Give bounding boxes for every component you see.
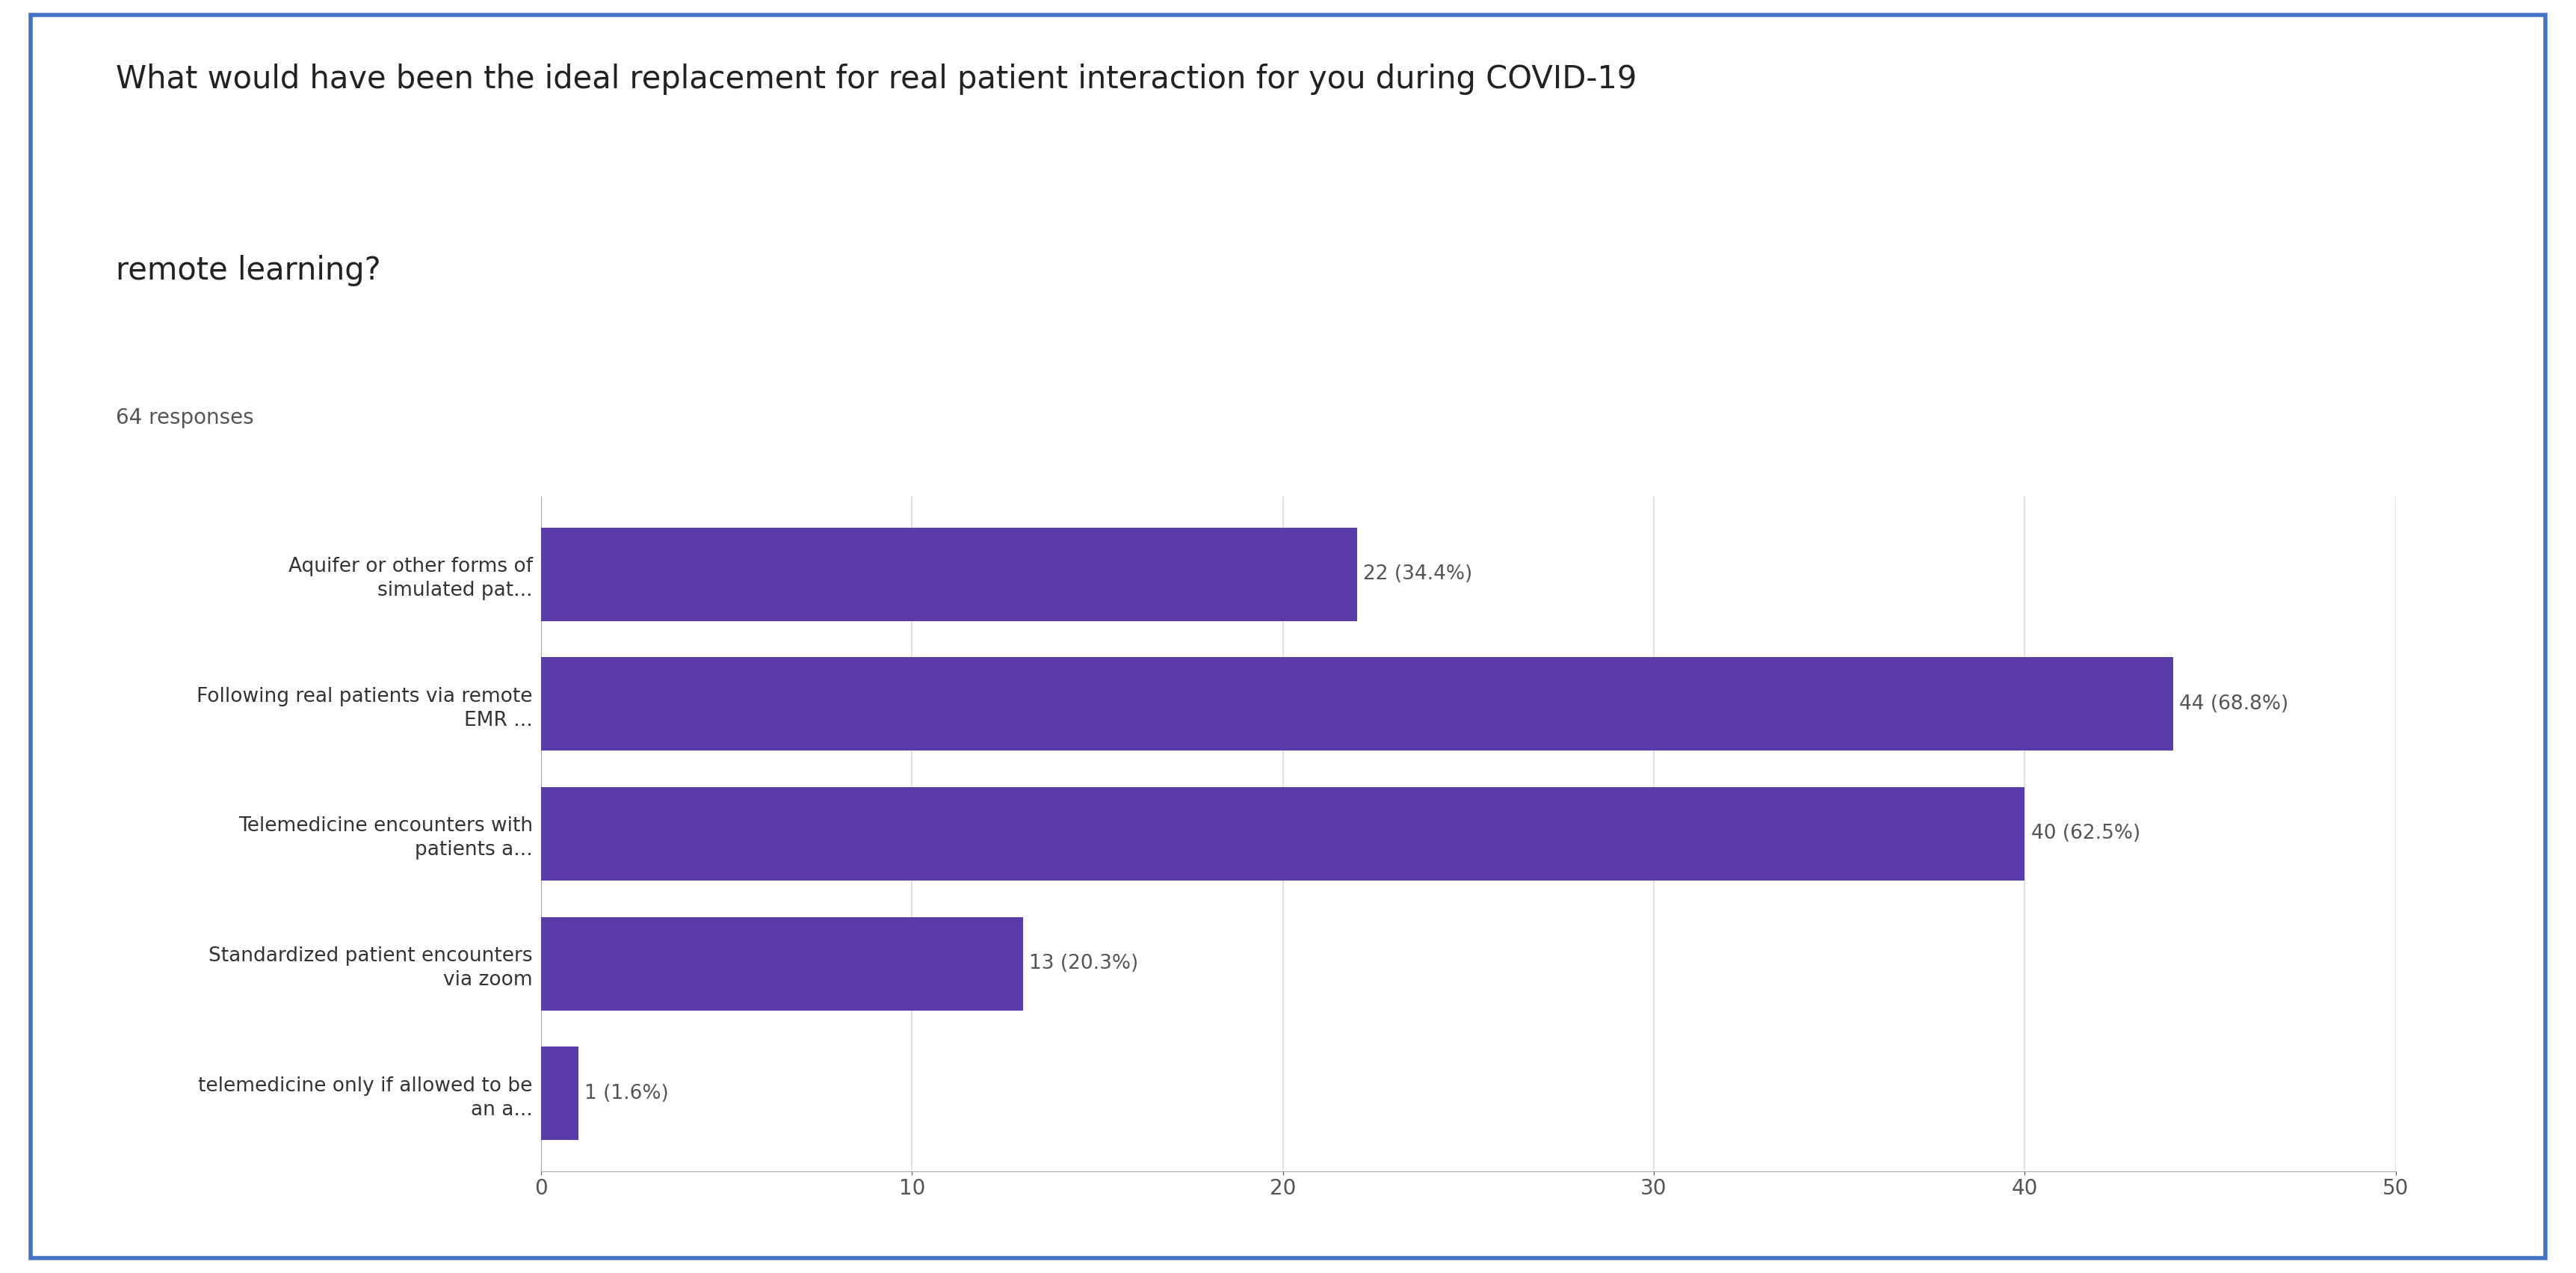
Bar <box>541 657 2174 751</box>
Bar <box>541 917 1023 1011</box>
Bar <box>541 1046 577 1141</box>
Text: What would have been the ideal replacement for real patient interaction for you : What would have been the ideal replaceme… <box>116 64 1636 95</box>
Text: remote learning?: remote learning? <box>116 255 381 286</box>
Text: 22 (34.4%): 22 (34.4%) <box>1363 565 1473 584</box>
Text: 1 (1.6%): 1 (1.6%) <box>585 1083 670 1102</box>
Text: 13 (20.3%): 13 (20.3%) <box>1030 953 1139 974</box>
Bar <box>541 527 1358 621</box>
Text: 44 (68.8%): 44 (68.8%) <box>2179 694 2287 714</box>
Text: 64 responses: 64 responses <box>116 407 255 428</box>
Bar <box>541 787 2025 881</box>
Text: 40 (62.5%): 40 (62.5%) <box>2030 824 2141 844</box>
